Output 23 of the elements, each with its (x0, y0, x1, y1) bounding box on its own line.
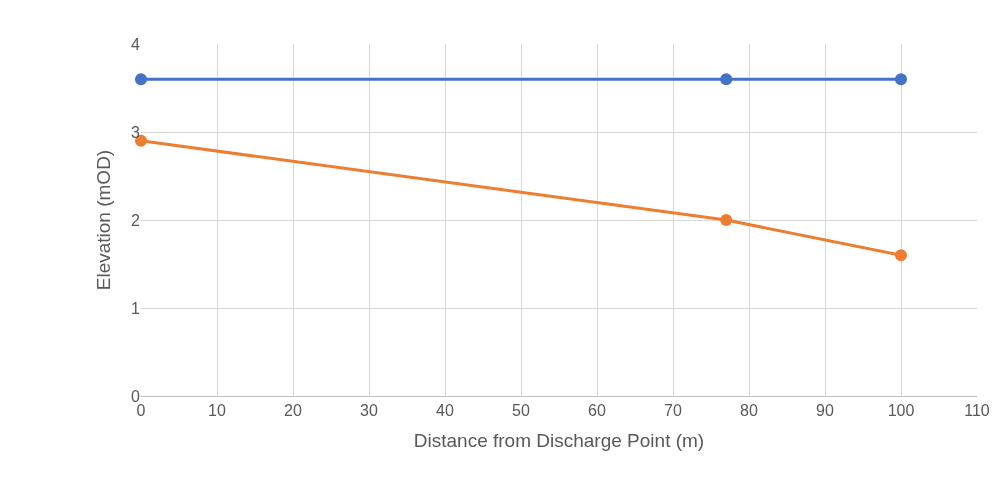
x-tick-label: 20 (284, 402, 302, 420)
x-tick-label: 100 (887, 402, 915, 420)
point (895, 73, 907, 86)
x-tick-label: 110 (964, 402, 990, 420)
x-tick-label: 10 (208, 402, 226, 420)
x-tick-label: 50 (512, 402, 530, 420)
y-tick-label: 1 (131, 299, 141, 317)
y-tick-label: 0 (131, 387, 141, 405)
y-tick-label: 3 (131, 123, 141, 141)
x-tick-label: 60 (588, 402, 606, 420)
y-tick-label: 4 (131, 35, 141, 53)
point (720, 214, 733, 226)
x-tick-label: 90 (816, 402, 834, 420)
point (720, 73, 733, 86)
x-tick-label: 30 (360, 402, 378, 420)
point (895, 249, 907, 262)
x-tick-label: 80 (740, 402, 758, 420)
y-tick-label: 2 (131, 211, 141, 229)
y-axis-title: Elevation (mOD) (92, 149, 114, 291)
x-axis-title: Distance from Discharge Point (m) (413, 430, 705, 451)
x-tick-label: 70 (664, 402, 682, 420)
x-tick-label: 40 (436, 402, 454, 420)
point (135, 73, 147, 86)
